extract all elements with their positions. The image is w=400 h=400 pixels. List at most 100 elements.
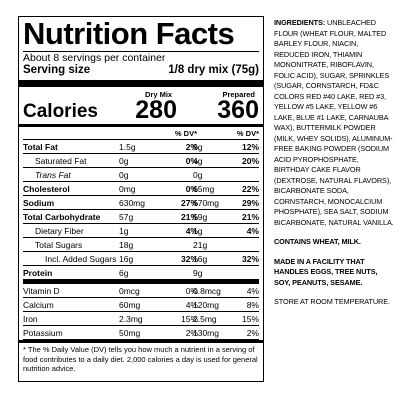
prepared-amount: 120mg bbox=[193, 300, 219, 310]
nutrition-facts-label: Nutrition Facts About 8 servings per con… bbox=[18, 16, 264, 382]
nutrient-row: Cholesterol 0mg 0% 65mg 22% bbox=[23, 182, 259, 196]
nutrient-row: Total Sugars 18g 21g bbox=[23, 238, 259, 252]
prepared-percent: 29% bbox=[241, 198, 259, 208]
vitamin-row: Vitamin D 0mcg 0% 0.8mcg 4% bbox=[23, 284, 259, 298]
dry-percent: 0% bbox=[185, 184, 198, 194]
prepared-amount: 4g bbox=[193, 156, 203, 166]
dv-header-prepared: % DV* bbox=[236, 129, 259, 138]
dry-amount: 18g bbox=[119, 240, 134, 250]
prepared-percent: 22% bbox=[241, 184, 259, 194]
dry-amount: 16g bbox=[119, 254, 134, 264]
dry-percent: 27% bbox=[180, 198, 198, 208]
medium-divider bbox=[19, 124, 263, 127]
title-rule bbox=[23, 51, 259, 52]
nutrient-label: Cholesterol bbox=[23, 184, 70, 194]
prepared-amount: 2.5mg bbox=[193, 314, 217, 324]
nutrient-label: Vitamin D bbox=[23, 286, 60, 296]
vitamin-row: Iron 2.3mg 15% 2.5mg 15% bbox=[23, 312, 259, 326]
dry-amount: 0mcg bbox=[119, 286, 140, 296]
nutrient-label: Saturated Fat bbox=[35, 156, 87, 166]
calories-prepared-value: 360 bbox=[217, 96, 259, 124]
serving-size-row: Serving size 1/8 dry mix (75g) bbox=[23, 64, 259, 77]
nutrient-row: Sodium 630mg 27% 670mg 29% bbox=[23, 196, 259, 210]
prepared-percent: 4% bbox=[246, 226, 259, 236]
nutrient-row: Protein 6g 9g bbox=[23, 266, 259, 284]
nutrient-label: Potassium bbox=[23, 328, 63, 338]
prepared-amount: 21g bbox=[193, 240, 208, 250]
serving-size-value: 1/8 dry mix (75g) bbox=[168, 64, 259, 76]
prepared-percent: 32% bbox=[241, 254, 259, 264]
nutrient-label: Calcium bbox=[23, 300, 54, 310]
facility-warning: MADE IN A FACILITY THAT HANDLES EGGS, TR… bbox=[274, 257, 394, 289]
dry-percent: 15% bbox=[180, 314, 198, 324]
nutrient-label: Iron bbox=[23, 314, 38, 324]
contains-text: CONTAINS WHEAT, MILK. bbox=[274, 237, 361, 246]
calories-row: Calories 280 360 bbox=[23, 96, 259, 124]
dry-percent: 21% bbox=[180, 212, 198, 222]
dv-header-dry: % DV* bbox=[174, 129, 197, 138]
nutrient-label: Dietary Fiber bbox=[35, 226, 84, 236]
dv-header-row: % DV* % DV* bbox=[23, 127, 259, 140]
thick-divider bbox=[19, 80, 263, 87]
nutrient-label: Sodium bbox=[23, 198, 55, 208]
dry-percent: 32% bbox=[180, 254, 198, 264]
dry-percent: 4% bbox=[185, 300, 198, 310]
prepared-amount: 1g bbox=[193, 226, 203, 236]
prepared-amount: 670mg bbox=[193, 198, 219, 208]
ingredients-paragraph: INGREDIENTS: UNBLEACHED FLOUR (WHEAT FLO… bbox=[274, 18, 394, 228]
nutrient-label: Incl. Added Sugars bbox=[45, 254, 117, 264]
dry-amount: 50mg bbox=[119, 328, 141, 338]
prepared-percent: 12% bbox=[241, 142, 259, 152]
prepared-header: Prepared bbox=[222, 90, 255, 99]
nutrient-label: Total Sugars bbox=[35, 240, 83, 250]
prepared-amount: 16g bbox=[193, 254, 208, 264]
prepared-amount: 9g bbox=[193, 142, 203, 152]
vitamin-row: Calcium 60mg 4% 120mg 8% bbox=[23, 298, 259, 312]
prepared-percent: 4% bbox=[246, 286, 259, 296]
dry-amount: 1g bbox=[119, 226, 129, 236]
dv-footnote: * The % Daily Value (DV) tells you how m… bbox=[23, 345, 258, 373]
prepared-amount: 0g bbox=[193, 170, 203, 180]
facility-text: MADE IN A FACILITY THAT HANDLES EGGS, TR… bbox=[274, 256, 378, 287]
vitamin-row: Potassium 50mg 2% 130mg 2% bbox=[23, 326, 259, 340]
nutrient-row: Dietary Fiber 1g 4% 1g 4% bbox=[23, 224, 259, 238]
prepared-percent: 15% bbox=[241, 314, 259, 324]
column-headers: Dry Mix Prepared bbox=[23, 87, 259, 100]
nutrition-title: Nutrition Facts bbox=[23, 16, 235, 51]
dry-amount: 0g bbox=[119, 156, 129, 166]
prepared-amount: 130mg bbox=[193, 328, 219, 338]
nutrient-row: Trans Fat 0g 0g bbox=[23, 168, 259, 182]
footnote-divider bbox=[19, 340, 263, 343]
dry-percent: 0% bbox=[185, 156, 198, 166]
storage-instructions: STORE AT ROOM TEMPERATURE. bbox=[274, 297, 390, 306]
prepared-percent: 20% bbox=[241, 156, 259, 166]
allergen-contains: CONTAINS WHEAT, MILK. bbox=[274, 237, 394, 248]
dry-percent: 4% bbox=[185, 226, 198, 236]
calories-label: Calories bbox=[23, 101, 98, 122]
dry-amount: 1.5g bbox=[119, 142, 136, 152]
prepared-amount: 0.8mcg bbox=[193, 286, 221, 296]
prepared-amount: 65mg bbox=[193, 184, 215, 194]
prepared-percent: 21% bbox=[241, 212, 259, 222]
dry-amount: 630mg bbox=[119, 198, 145, 208]
nutrient-label: Protein bbox=[23, 268, 53, 278]
dry-amount: 60mg bbox=[119, 300, 141, 310]
dry-mix-header: Dry Mix bbox=[145, 90, 173, 99]
prepared-amount: 59g bbox=[193, 212, 208, 222]
nutrient-row: Incl. Added Sugars 16g 32% 16g 32% bbox=[23, 252, 259, 266]
calories-dry-value: 280 bbox=[135, 96, 177, 124]
nutrient-label: Total Carbohydrate bbox=[23, 212, 101, 222]
ingredients-panel: INGREDIENTS: UNBLEACHED FLOUR (WHEAT FLO… bbox=[274, 18, 394, 317]
prepared-percent: 2% bbox=[246, 328, 259, 338]
dry-amount: 2.3mg bbox=[119, 314, 143, 324]
prepared-percent: 8% bbox=[246, 300, 259, 310]
serving-size-label: Serving size bbox=[23, 64, 91, 76]
nutrient-row: Total Fat 1.5g 2% 9g 12% bbox=[23, 140, 259, 154]
nutrient-label: Total Fat bbox=[23, 142, 58, 152]
prepared-amount: 9g bbox=[193, 268, 203, 278]
dry-percent: 2% bbox=[185, 142, 198, 152]
dry-amount: 6g bbox=[119, 268, 129, 278]
ingredients-text: UNBLEACHED FLOUR (WHEAT FLOUR, MALTED BA… bbox=[274, 18, 394, 227]
nutrient-row: Saturated Fat 0g 0% 4g 20% bbox=[23, 154, 259, 168]
dry-amount: 0mg bbox=[119, 184, 136, 194]
